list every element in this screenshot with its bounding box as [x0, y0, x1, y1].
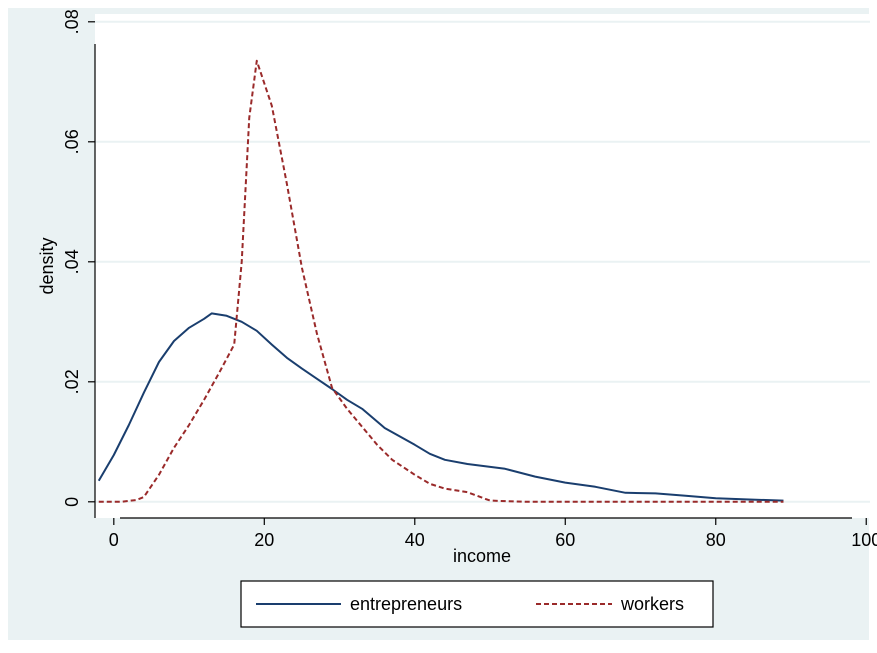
x-axis-title: income: [453, 546, 511, 566]
x-tick-label: 100: [851, 530, 877, 550]
series-lines: [97, 59, 784, 503]
axes: 0 20 40 60 80 100 0 .02 .04 .06 .08: [62, 9, 877, 550]
legend: entrepreneurs workers: [240, 580, 714, 628]
plot-area: [95, 14, 870, 518]
x-tick-label: 40: [405, 530, 425, 550]
x-tick-label: 60: [555, 530, 575, 550]
y-tick-label: .06: [62, 129, 82, 154]
y-tick-label: .04: [62, 249, 82, 274]
y-tick-label: .08: [62, 9, 82, 34]
y-tick-label: .02: [62, 369, 82, 394]
series-line-entrepreneurs: [97, 312, 784, 502]
y-tick-label: 0: [62, 497, 82, 507]
series-line-workers: [98, 59, 784, 503]
legend-label-entrepreneurs: entrepreneurs: [350, 594, 462, 614]
x-tick-label: 0: [109, 530, 119, 550]
legend-label-workers: workers: [620, 594, 684, 614]
y-axis-title: density: [37, 237, 57, 294]
x-tick-label: 80: [706, 530, 726, 550]
x-tick-label: 20: [254, 530, 274, 550]
